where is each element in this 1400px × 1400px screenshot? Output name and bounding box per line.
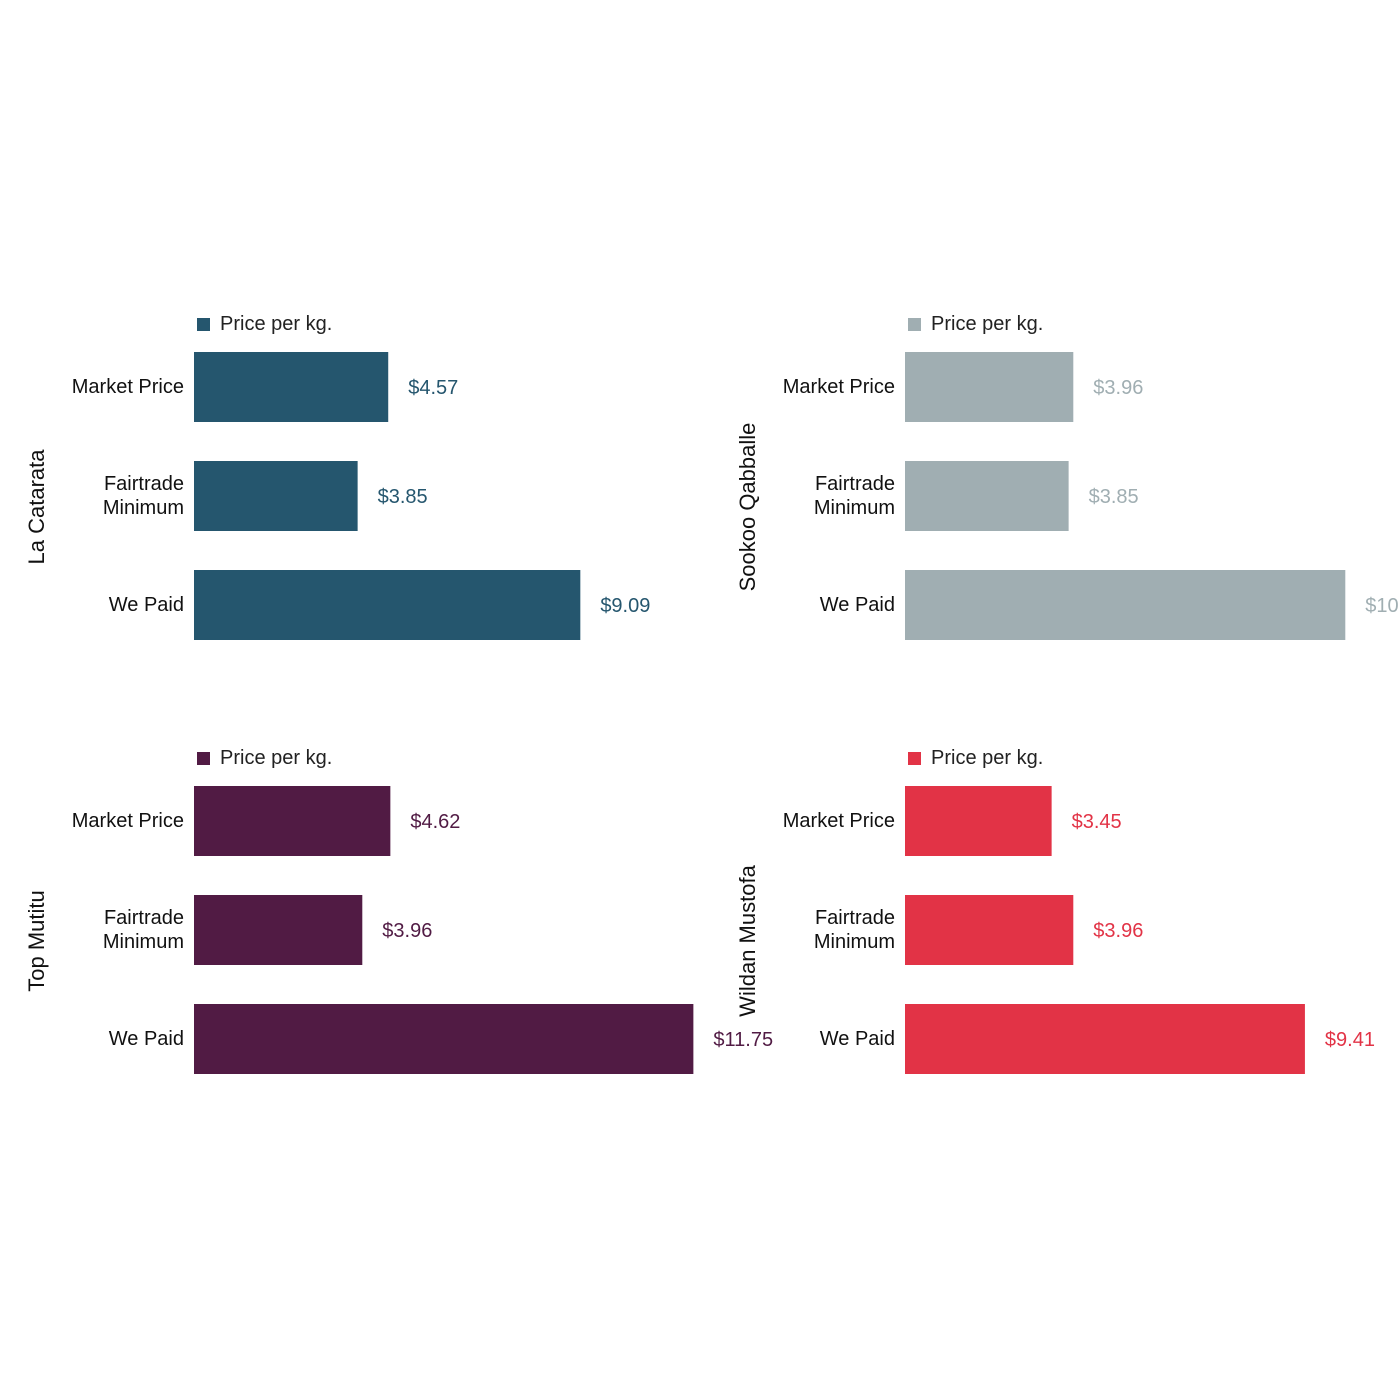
data-label: $9.41 [1325,1029,1375,1051]
bar [194,786,391,856]
category-label: Market Price [782,376,895,398]
bar-plot: $3.45 $3.96 $9.41 [905,786,1375,1074]
bar [194,461,358,531]
bar [194,570,581,640]
chart-panel-wildan-mustofa: Wildan Mustofa Price per kg. $3.45 $3.96 $… [711,734,1400,1134]
data-label: $11.75 [713,1029,773,1051]
data-label: $3.96 [1093,920,1143,942]
category-label: We Paid [819,594,895,616]
bar [905,570,1346,640]
legend: Price per kg. [197,747,332,770]
category-label: We Paid [108,1028,184,1050]
chart-panel-top-mutitu: Top Mutitu Price per kg. $4.62 $3.96 $11.7… [0,734,773,1134]
legend-swatch [197,752,210,765]
chart-panel-sookoo-qabballe: Sookoo Qabballe Price per kg. $3.96 $3.85… [711,300,1400,700]
chart-panel-la-catarata: La Catarata Price per kg. $4.57 $3.85 $9.0… [0,300,700,700]
legend-swatch [197,318,210,331]
data-label: $3.85 [378,486,428,508]
data-label: $4.62 [410,811,460,833]
bar-plot: $4.57 $3.85 $9.09 [194,352,650,640]
bar-plot: $4.62 $3.96 $11.75 [194,786,773,1074]
legend: Price per kg. [908,313,1043,336]
legend-label: Price per kg. [931,313,1044,335]
data-label: $3.96 [1093,377,1143,399]
category-label: Market Price [71,376,184,398]
bar [905,352,1074,422]
data-label: $9.09 [600,595,650,617]
category-label: Market Price [782,810,895,832]
bar-plot: $3.96 $3.85 $10.36 [905,352,1400,640]
data-label: $3.45 [1072,811,1122,833]
legend-label: Price per kg. [220,313,333,335]
bar [194,895,363,965]
legend: Price per kg. [197,313,332,336]
legend-swatch [908,318,921,331]
category-label: Market Price [71,810,184,832]
data-label: $10.36 [1365,595,1400,617]
legend-label: Price per kg. [931,747,1044,769]
category-label: Fairtrade Minimum [102,907,184,953]
category-label: We Paid [819,1028,895,1050]
bar [194,1004,694,1074]
category-label: Fairtrade Minimum [102,473,184,519]
data-label: $4.57 [408,377,458,399]
category-label: Fairtrade Minimum [813,473,895,519]
bar [194,352,389,422]
data-label: $3.96 [382,920,432,942]
bar [905,461,1069,531]
legend: Price per kg. [908,747,1043,770]
category-label: We Paid [108,594,184,616]
legend-label: Price per kg. [220,747,333,769]
bar [905,895,1074,965]
bar [905,1004,1305,1074]
data-label: $3.85 [1089,486,1139,508]
category-label: Fairtrade Minimum [813,907,895,953]
bar [905,786,1052,856]
legend-swatch [908,752,921,765]
